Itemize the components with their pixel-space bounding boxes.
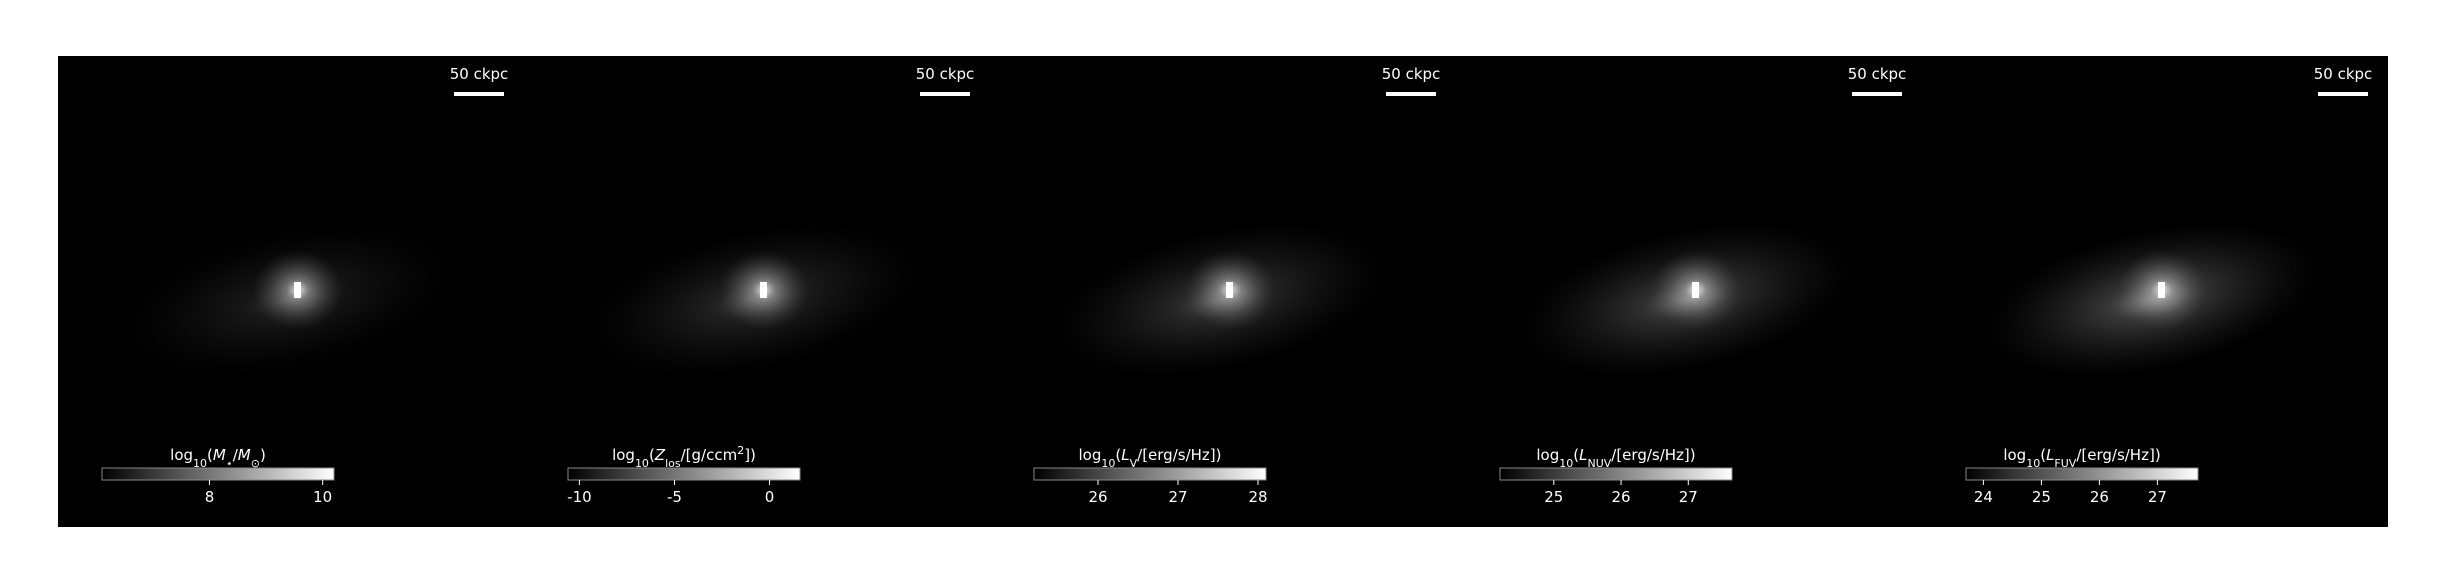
label-part: M bbox=[238, 446, 251, 464]
scale-bar-label: 50 ckpc bbox=[916, 65, 975, 83]
label-part: 2 bbox=[737, 444, 744, 457]
colorbar-tick-label: 27 bbox=[1168, 488, 1187, 506]
label-part: / bbox=[233, 446, 239, 464]
galaxy-nucleus bbox=[760, 282, 767, 298]
label-part: /[g/ccm bbox=[681, 446, 738, 464]
label-part: ( bbox=[1573, 446, 1579, 464]
colorbar-label: log10(LFUV/[erg/s/Hz]) bbox=[2003, 446, 2160, 470]
panel: 50 ckpc log10(LFUV/[erg/s/Hz]) 24 25 26 27 bbox=[1965, 65, 2373, 506]
label-part: los bbox=[665, 457, 681, 470]
colorbar bbox=[567, 467, 801, 481]
label-part: ) bbox=[260, 446, 266, 464]
galaxy-nucleus bbox=[294, 282, 301, 298]
colorbar-tick-label: 27 bbox=[2148, 488, 2167, 506]
label-part: ( bbox=[1115, 446, 1121, 464]
label-part: 10 bbox=[193, 457, 207, 470]
label-part: log bbox=[2003, 446, 2026, 464]
label-part: 10 bbox=[1101, 457, 1115, 470]
label-part: ⋆ bbox=[226, 457, 233, 470]
label-part: 10 bbox=[1559, 457, 1573, 470]
label-part: 10 bbox=[2026, 457, 2040, 470]
colorbar-tick-label: 8 bbox=[205, 488, 215, 506]
colorbar-tick-label: 25 bbox=[1544, 488, 1563, 506]
label-part: ( bbox=[649, 446, 655, 464]
colorbar-label: log10(Zlos/[g/ccm2]) bbox=[612, 444, 756, 470]
label-part: log bbox=[1536, 446, 1559, 464]
label-part: NUV bbox=[1587, 457, 1611, 470]
label-part: log bbox=[170, 446, 193, 464]
colorbar bbox=[1965, 467, 2199, 481]
scale-bar bbox=[1852, 92, 1902, 96]
colorbar-tick-label: 25 bbox=[2032, 488, 2051, 506]
galaxy-nucleus bbox=[1226, 282, 1233, 298]
colorbar-tick-label: 28 bbox=[1248, 488, 1267, 506]
scale-bar-label: 50 ckpc bbox=[1848, 65, 1907, 83]
colorbar bbox=[1033, 467, 1267, 481]
panel: 50 ckpc log10(LV/[erg/s/Hz]) 26 27 28 bbox=[1033, 65, 1441, 506]
scale-bar-label: 50 ckpc bbox=[1382, 65, 1441, 83]
scale-bar-label: 50 ckpc bbox=[450, 65, 509, 83]
colorbar-tick-label: -5 bbox=[667, 488, 682, 506]
label-part: L bbox=[1121, 446, 1129, 464]
label-part: /[erg/s/Hz]) bbox=[1611, 446, 1695, 464]
label-part: ( bbox=[207, 446, 213, 464]
label-part: log bbox=[1079, 446, 1102, 464]
colorbar-tick-label: 26 bbox=[1611, 488, 1630, 506]
label-part: 10 bbox=[635, 457, 649, 470]
panel: 50 ckpc log10(Zlos/[g/ccm2]) -10 -5 0 bbox=[567, 65, 974, 506]
label-part: /[erg/s/Hz]) bbox=[2076, 446, 2160, 464]
panel: 50 ckpc log10(LNUV/[erg/s/Hz]) 25 26 27 bbox=[1499, 65, 1907, 506]
colorbar-tick-label: 10 bbox=[313, 488, 332, 506]
colorbar bbox=[1499, 467, 1733, 481]
colorbar-label: log10(LV/[erg/s/Hz]) bbox=[1079, 446, 1222, 470]
label-part: FUV bbox=[2054, 457, 2076, 470]
label-part: L bbox=[2046, 446, 2054, 464]
galaxy-nucleus bbox=[1692, 282, 1699, 298]
scale-bar bbox=[454, 92, 504, 96]
colorbar-tick-label: 26 bbox=[2090, 488, 2109, 506]
label-part: Z bbox=[654, 446, 666, 464]
label-part: L bbox=[1579, 446, 1587, 464]
scale-bar bbox=[920, 92, 970, 96]
colorbar-tick-label: 26 bbox=[1088, 488, 1107, 506]
label-part: V bbox=[1130, 457, 1138, 470]
colorbar-tick-label: 0 bbox=[765, 488, 775, 506]
colorbar-label: log10(M⋆/M⊙) bbox=[170, 446, 266, 470]
label-part: ]) bbox=[744, 446, 756, 464]
scale-bar-label: 50 ckpc bbox=[2314, 65, 2373, 83]
label-part: M bbox=[213, 446, 226, 464]
label-part: ⊙ bbox=[251, 457, 260, 470]
colorbar-label: log10(LNUV/[erg/s/Hz]) bbox=[1536, 446, 1695, 470]
colorbar-tick-label: 27 bbox=[1679, 488, 1698, 506]
scale-bar bbox=[1386, 92, 1436, 96]
colorbar bbox=[101, 467, 335, 481]
galaxy-nucleus bbox=[2158, 282, 2165, 298]
colorbar-tick-label: -10 bbox=[567, 488, 592, 506]
scale-bar bbox=[2318, 92, 2368, 96]
label-part: log bbox=[612, 446, 635, 464]
label-part: ( bbox=[2040, 446, 2046, 464]
label-part: /[erg/s/Hz]) bbox=[1137, 446, 1221, 464]
colorbar-tick-label: 24 bbox=[1974, 488, 1993, 506]
